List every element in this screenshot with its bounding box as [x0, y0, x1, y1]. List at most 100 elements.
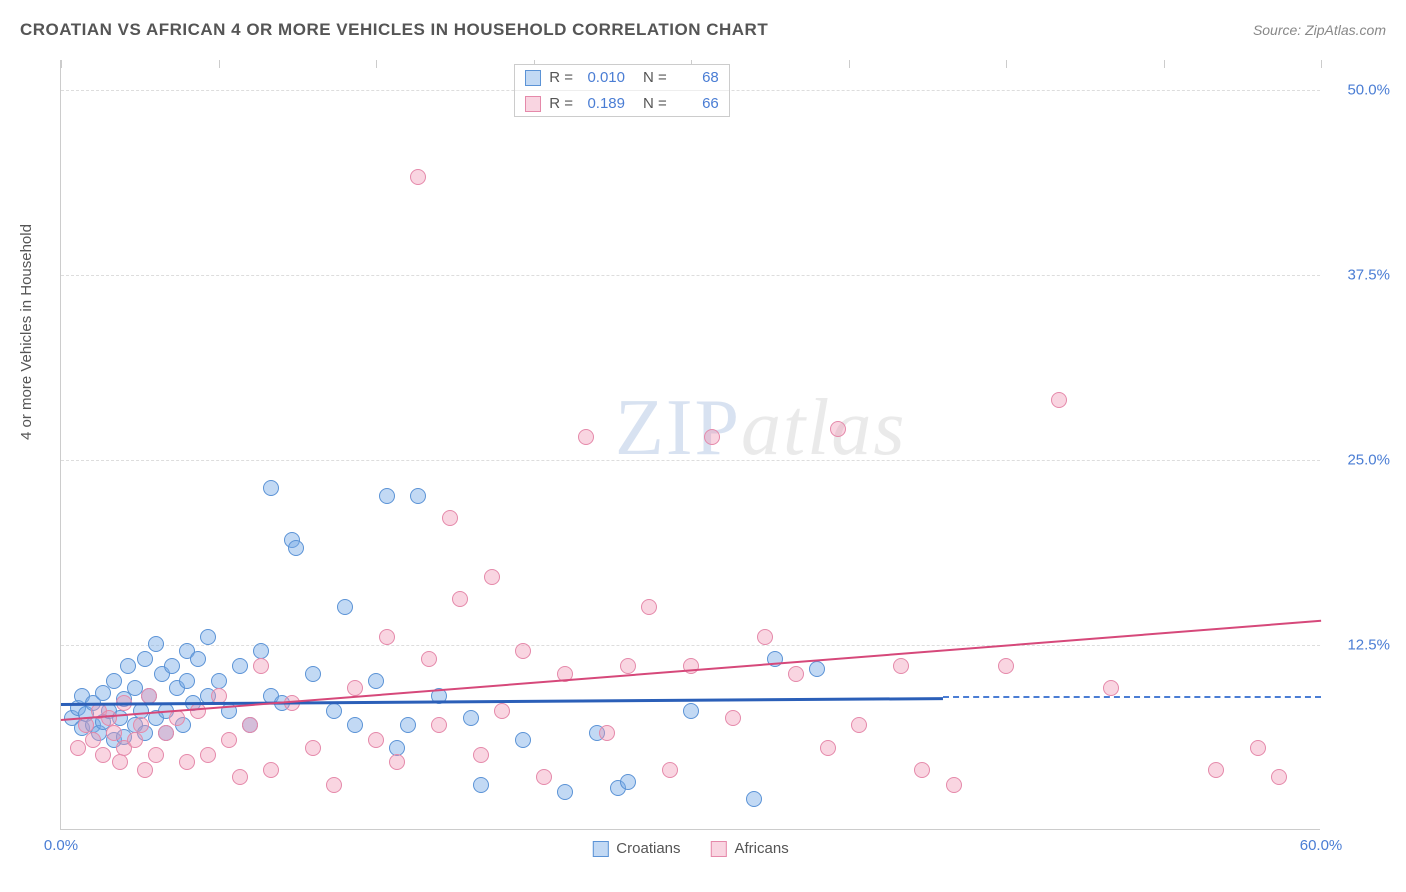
data-point: [757, 629, 773, 645]
data-point: [473, 747, 489, 763]
x-tick: [219, 60, 220, 68]
data-point: [221, 732, 237, 748]
stat-n-label: N =: [643, 69, 667, 86]
stats-row: R =0.189N =66: [515, 91, 729, 116]
data-point: [788, 666, 804, 682]
data-point: [431, 717, 447, 733]
legend-item: Africans: [711, 840, 789, 857]
data-point: [200, 747, 216, 763]
data-point: [914, 762, 930, 778]
data-point: [148, 636, 164, 652]
legend-swatch: [711, 841, 727, 857]
data-point: [326, 777, 342, 793]
data-point: [232, 769, 248, 785]
data-point: [400, 717, 416, 733]
data-point: [1208, 762, 1224, 778]
data-point: [599, 725, 615, 741]
chart-title: CROATIAN VS AFRICAN 4 OR MORE VEHICLES I…: [20, 20, 768, 40]
data-point: [641, 599, 657, 615]
legend-swatch: [525, 96, 541, 112]
data-point: [494, 703, 510, 719]
data-point: [263, 762, 279, 778]
gridline-h: [61, 460, 1320, 461]
data-point: [106, 673, 122, 689]
data-point: [746, 791, 762, 807]
x-tick: [376, 60, 377, 68]
data-point: [95, 747, 111, 763]
stat-n-value: 68: [675, 69, 719, 86]
data-point: [326, 703, 342, 719]
data-point: [1103, 680, 1119, 696]
x-tick: [61, 60, 62, 68]
y-axis-label: 4 or more Vehicles in Household: [18, 224, 35, 440]
x-tick-label: 60.0%: [1300, 837, 1343, 854]
legend: Croatians Africans: [592, 840, 788, 857]
data-point: [305, 666, 321, 682]
data-point: [515, 643, 531, 659]
legend-label: Africans: [735, 840, 789, 857]
data-point: [158, 725, 174, 741]
data-point: [851, 717, 867, 733]
data-point: [704, 429, 720, 445]
data-point: [557, 784, 573, 800]
data-point: [337, 599, 353, 615]
data-point: [232, 658, 248, 674]
data-point: [389, 754, 405, 770]
y-tick-label: 12.5%: [1330, 636, 1390, 653]
x-tick: [1321, 60, 1322, 68]
y-tick-label: 37.5%: [1330, 266, 1390, 283]
stat-r-label: R =: [549, 95, 573, 112]
data-point: [809, 661, 825, 677]
data-point: [379, 488, 395, 504]
legend-swatch: [592, 841, 608, 857]
data-point: [368, 673, 384, 689]
plot-area: ZIPatlas 12.5%25.0%37.5%50.0%0.0%60.0%R …: [60, 60, 1320, 830]
stats-legend: R = 0.010 N = 68 R =0.189N =66: [514, 64, 730, 117]
data-point: [368, 732, 384, 748]
gridline-h: [61, 275, 1320, 276]
data-point: [263, 480, 279, 496]
legend-item: Croatians: [592, 840, 680, 857]
data-point: [421, 651, 437, 667]
data-point: [484, 569, 500, 585]
data-point: [1051, 392, 1067, 408]
data-point: [253, 658, 269, 674]
stat-n-value: 66: [675, 95, 719, 112]
data-point: [106, 725, 122, 741]
data-point: [683, 703, 699, 719]
source-label: Source: ZipAtlas.com: [1253, 22, 1386, 38]
data-point: [305, 740, 321, 756]
data-point: [820, 740, 836, 756]
data-point: [101, 710, 117, 726]
data-point: [463, 710, 479, 726]
data-point: [1271, 769, 1287, 785]
data-point: [452, 591, 468, 607]
stats-row: R = 0.010 N = 68: [515, 65, 729, 91]
data-point: [515, 732, 531, 748]
data-point: [946, 777, 962, 793]
data-point: [288, 540, 304, 556]
data-point: [137, 762, 153, 778]
data-point: [379, 629, 395, 645]
stat-r-value: 0.010: [581, 69, 625, 86]
data-point: [133, 717, 149, 733]
data-point: [1250, 740, 1266, 756]
data-point: [347, 680, 363, 696]
data-point: [578, 429, 594, 445]
data-point: [893, 658, 909, 674]
data-point: [78, 717, 94, 733]
data-point: [85, 732, 101, 748]
data-point: [179, 754, 195, 770]
stat-r-label: R =: [549, 69, 573, 86]
x-tick: [1006, 60, 1007, 68]
legend-label: Croatians: [616, 840, 680, 857]
data-point: [473, 777, 489, 793]
data-point: [442, 510, 458, 526]
data-point: [536, 769, 552, 785]
gridline-h: [61, 645, 1320, 646]
data-point: [662, 762, 678, 778]
data-point: [137, 651, 153, 667]
data-point: [112, 754, 128, 770]
data-point: [410, 488, 426, 504]
x-tick-label: 0.0%: [44, 837, 78, 854]
